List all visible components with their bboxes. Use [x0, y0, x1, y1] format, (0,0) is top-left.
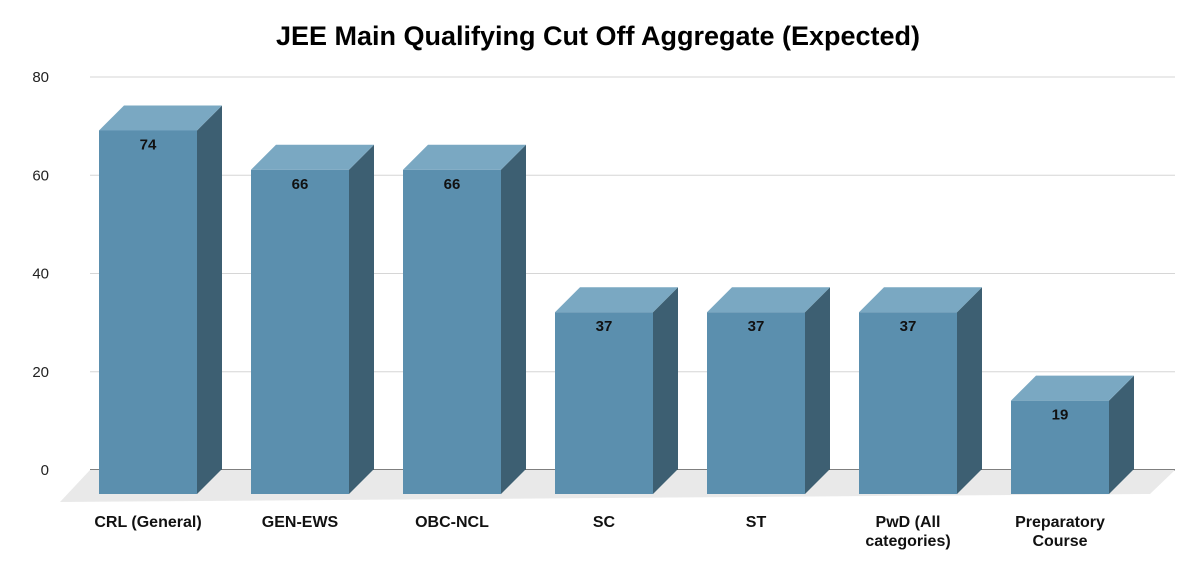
- bar-side: [1109, 375, 1134, 494]
- data-label: 74: [140, 136, 157, 153]
- data-label: 66: [444, 176, 461, 193]
- bar-front: [859, 312, 957, 494]
- chart-title: JEE Main Qualifying Cut Off Aggregate (E…: [276, 21, 920, 51]
- bar-front: [707, 312, 805, 494]
- x-tick-label-line: SC: [593, 514, 616, 531]
- data-label: 66: [292, 176, 309, 193]
- bar-top: [707, 287, 830, 313]
- y-tick-label: 80: [32, 69, 49, 86]
- bar-side: [197, 105, 222, 494]
- x-tick-label: Preparatory Course: [1015, 514, 1105, 550]
- bar-front: [99, 130, 197, 494]
- data-label: 37: [596, 318, 613, 335]
- bar: 74: [99, 105, 222, 494]
- bar: 37: [707, 287, 830, 494]
- bar: 37: [555, 287, 678, 494]
- bar-side: [805, 287, 830, 494]
- bar-side: [501, 144, 526, 494]
- x-tick-label-line: OBC-NCL: [415, 514, 489, 531]
- bar-front: [403, 169, 501, 494]
- bar-side: [349, 144, 374, 494]
- x-tick-label-line: categories): [865, 533, 950, 550]
- x-tick-label: SC: [593, 514, 616, 531]
- bar-top: [859, 287, 982, 313]
- bar-front: [1011, 400, 1109, 494]
- x-tick-label-line: Course: [1032, 533, 1087, 550]
- bar-side: [653, 287, 678, 494]
- bar: 66: [251, 144, 374, 494]
- y-tick-label: 20: [32, 364, 49, 381]
- x-tick-label: CRL (General): [94, 514, 201, 531]
- bar-side: [957, 287, 982, 494]
- bar-front: [555, 312, 653, 494]
- data-label: 37: [748, 318, 765, 335]
- bar: 66: [403, 144, 526, 494]
- bar-front: [251, 169, 349, 494]
- y-tick-label: 40: [32, 266, 49, 283]
- x-tick-label: PwD (All categories): [865, 514, 950, 550]
- x-tick-label: OBC-NCL: [415, 514, 489, 531]
- x-tick-label-line: Preparatory: [1015, 514, 1105, 531]
- bar-top: [251, 144, 374, 170]
- bar-top: [555, 287, 678, 313]
- x-axis-labels: CRL (General) GEN-EWS OBC-NCL SC ST PwD (All c…: [94, 514, 1105, 550]
- bar: 37: [859, 287, 982, 494]
- y-tick-label: 0: [41, 462, 49, 479]
- bar-top: [99, 105, 222, 131]
- bar-layer: 74 66 66 37 37 37 19: [99, 105, 1134, 494]
- x-tick-label-line: PwD (All: [876, 514, 941, 531]
- bar-top: [403, 144, 526, 170]
- x-tick-label-line: ST: [746, 514, 767, 531]
- x-tick-label-line: CRL (General): [94, 514, 201, 531]
- data-label: 19: [1052, 407, 1069, 424]
- x-tick-label-line: GEN-EWS: [262, 514, 339, 531]
- data-label: 37: [900, 318, 917, 335]
- x-tick-label: GEN-EWS: [262, 514, 339, 531]
- bar-top: [1011, 375, 1134, 401]
- y-tick-label: 60: [32, 167, 49, 184]
- bar: 19: [1011, 375, 1134, 494]
- x-tick-label: ST: [746, 514, 767, 531]
